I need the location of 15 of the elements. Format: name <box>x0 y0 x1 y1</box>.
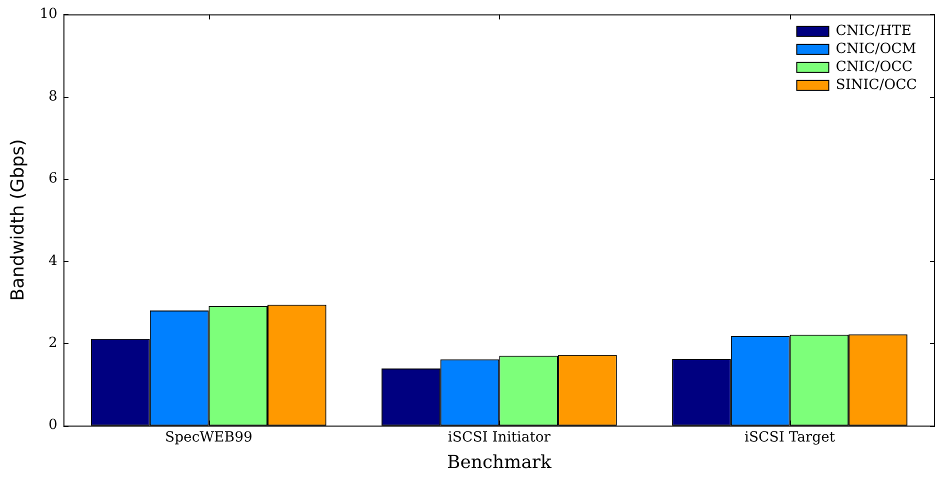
x-tick-label: iSCSI Target <box>744 430 836 446</box>
y-tick-label: 2 <box>48 335 58 351</box>
y-tick-label: 6 <box>48 170 58 187</box>
legend-label: CNIC/OCM <box>836 41 916 58</box>
x-tick-label: SpecWEB99 <box>164 430 252 446</box>
y-tick-label: 4 <box>48 252 58 269</box>
x-tick-label: iSCSI Initiator <box>448 430 551 446</box>
legend-label: SINIC/OCC <box>836 77 918 94</box>
x-axis-title: Benchmark <box>446 452 553 473</box>
legend-label: CNIC/OCC <box>836 59 913 76</box>
y-tick-label: 0 <box>48 417 58 434</box>
legend-label: CNIC/HTE <box>836 23 912 40</box>
y-tick-label: 8 <box>48 88 58 104</box>
y-tick-label: 10 <box>40 6 58 22</box>
y-axis-title: Bandwidth (Gbps) <box>7 139 28 301</box>
